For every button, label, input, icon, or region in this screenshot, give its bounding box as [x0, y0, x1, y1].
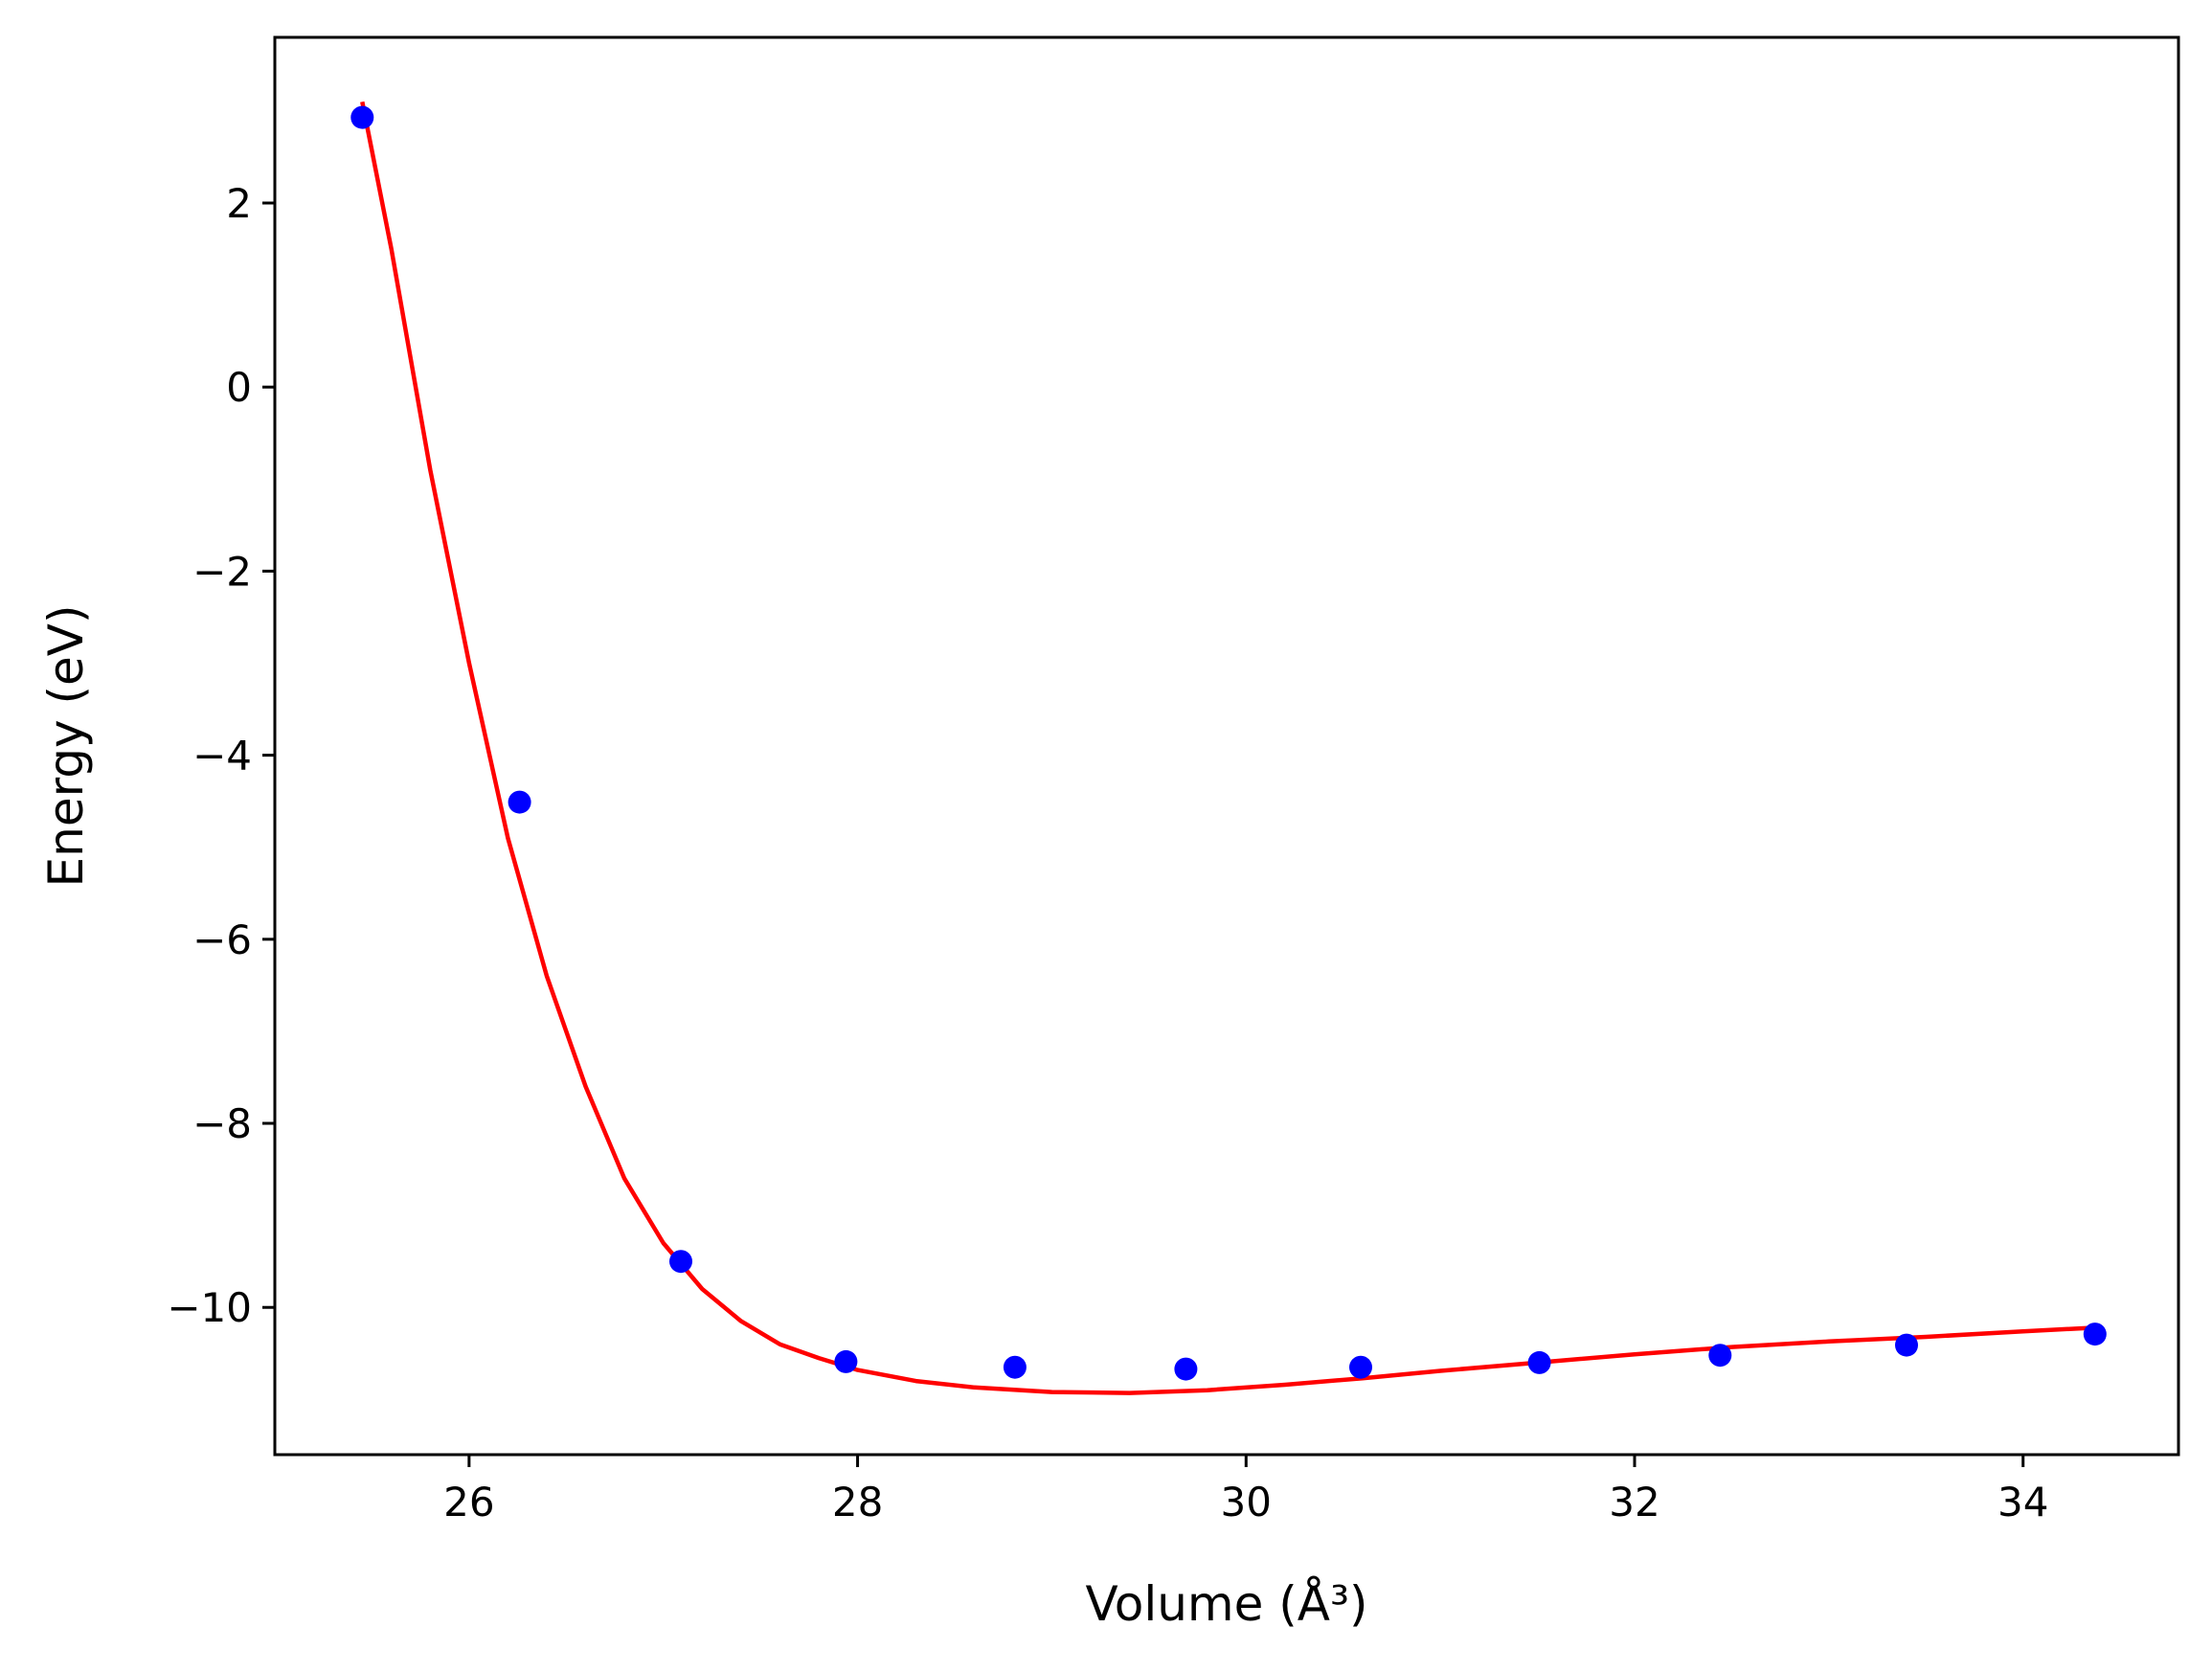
- data-point: [1527, 1350, 1551, 1374]
- x-tick-label: 26: [443, 1479, 494, 1526]
- data-point: [1708, 1344, 1732, 1368]
- y-axis-label: Energy (eV): [38, 605, 94, 888]
- data-point: [2083, 1323, 2107, 1346]
- data-point: [508, 790, 531, 814]
- y-axis-ticks: 2 0 −2 −4 −6 −8 −10: [167, 180, 275, 1331]
- y-tick-label: −8: [192, 1100, 252, 1147]
- y-tick-label: 2: [226, 180, 252, 227]
- data-point: [1349, 1355, 1372, 1379]
- data-point: [1895, 1333, 1918, 1357]
- x-tick-label: 32: [1609, 1479, 1659, 1526]
- data-point: [1174, 1357, 1198, 1381]
- x-tick-label: 28: [832, 1479, 883, 1526]
- data-point: [1003, 1355, 1027, 1379]
- data-point: [669, 1250, 692, 1274]
- x-tick-label: 30: [1221, 1479, 1272, 1526]
- fit-curve-line: [360, 101, 2095, 1395]
- plot-content: [350, 101, 2107, 1395]
- y-tick-label: −4: [192, 733, 252, 780]
- y-tick-label: −6: [192, 916, 252, 963]
- y-tick-label: 0: [226, 364, 252, 411]
- data-point: [350, 105, 374, 129]
- y-tick-label: −2: [192, 548, 252, 595]
- x-axis-label: Volume (Å³): [1085, 1576, 1367, 1632]
- data-point: [834, 1349, 858, 1373]
- y-tick-label: −10: [167, 1284, 252, 1331]
- plot-frame: [273, 35, 2180, 1457]
- x-tick-label: 34: [1998, 1479, 2048, 1526]
- x-axis-ticks: 26 28 30 32 34: [443, 1455, 2048, 1526]
